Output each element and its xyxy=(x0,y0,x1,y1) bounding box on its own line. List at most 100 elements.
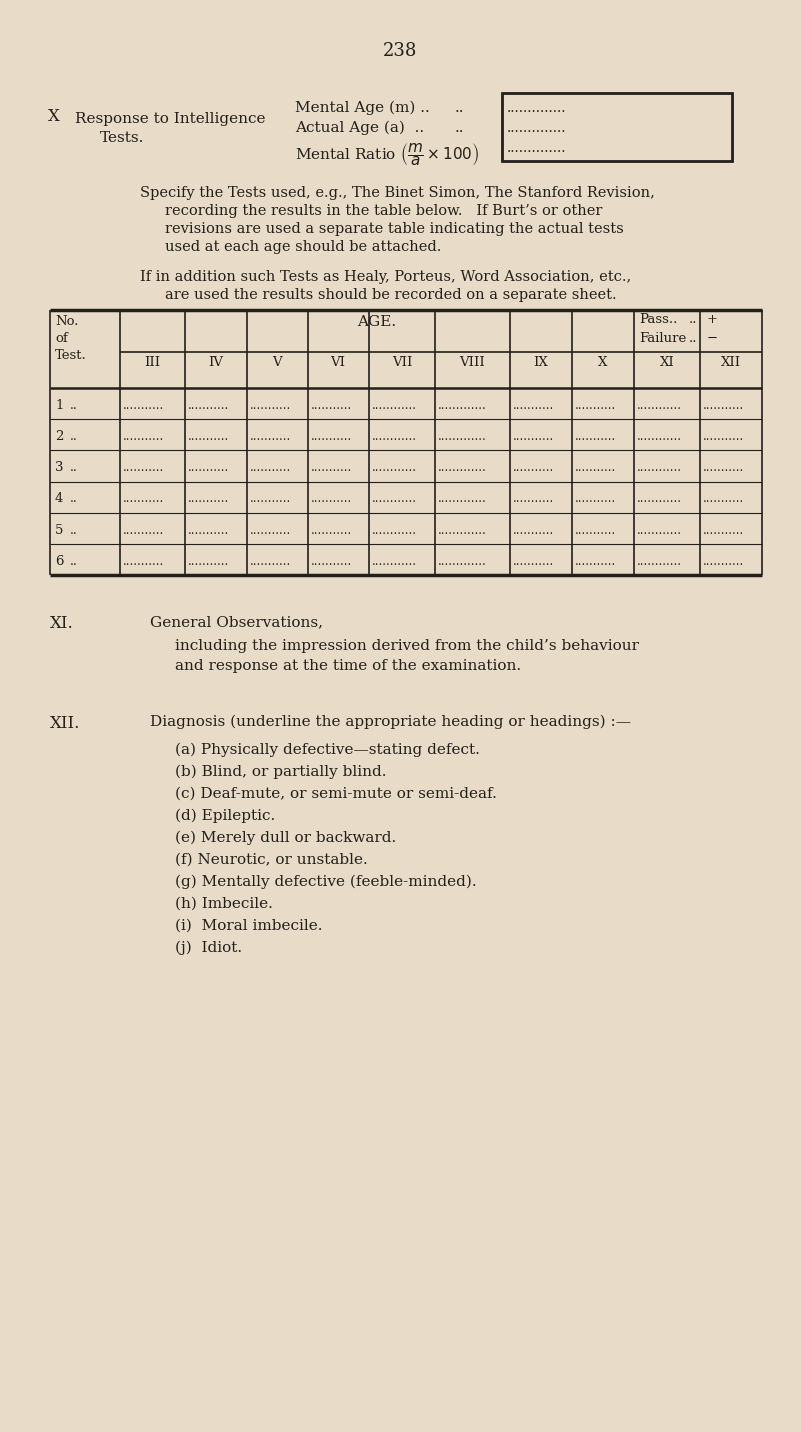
Text: ............: ............ xyxy=(372,524,417,537)
Text: ...........: ........... xyxy=(513,430,554,442)
Text: Actual Age (a)  ..: Actual Age (a) .. xyxy=(295,120,424,136)
Text: 1: 1 xyxy=(55,400,63,412)
Text: ..: .. xyxy=(689,332,698,345)
Text: Failure: Failure xyxy=(639,332,686,345)
Text: ...........: ........... xyxy=(513,554,554,567)
Text: V: V xyxy=(272,357,282,369)
Text: ...........: ........... xyxy=(250,461,292,474)
Text: ...........: ........... xyxy=(188,554,229,567)
Bar xyxy=(502,93,732,160)
Text: ............: ............ xyxy=(637,400,682,412)
Text: are used the results should be recorded on a separate sheet.: are used the results should be recorded … xyxy=(165,288,617,302)
Text: ............: ............ xyxy=(637,493,682,505)
Text: ...........: ........... xyxy=(575,493,616,505)
Text: +: + xyxy=(707,314,718,326)
Text: ..............: .............. xyxy=(507,120,566,135)
Text: ...........: ........... xyxy=(188,524,229,537)
Text: ............: ............ xyxy=(637,554,682,567)
Text: No.: No. xyxy=(55,315,78,328)
Text: VIII: VIII xyxy=(459,357,485,369)
Text: IV: IV xyxy=(208,357,223,369)
Text: ...........: ........... xyxy=(123,554,164,567)
Text: ..: .. xyxy=(70,554,78,567)
Text: .............: ............. xyxy=(438,400,487,412)
Text: ..: .. xyxy=(455,102,465,115)
Text: ............: ............ xyxy=(372,400,417,412)
Text: Diagnosis (underline the appropriate heading or headings) :—: Diagnosis (underline the appropriate hea… xyxy=(150,715,631,729)
Text: ...........: ........... xyxy=(188,400,229,412)
Text: ............: ............ xyxy=(372,554,417,567)
Text: ..: .. xyxy=(70,493,78,505)
Text: ...........: ........... xyxy=(123,524,164,537)
Text: ..............: .............. xyxy=(507,140,566,155)
Text: ...........: ........... xyxy=(575,461,616,474)
Text: revisions are used a separate table indicating the actual tests: revisions are used a separate table indi… xyxy=(165,222,624,236)
Text: ...........: ........... xyxy=(311,461,352,474)
Text: ...........: ........... xyxy=(250,554,292,567)
Text: ...........: ........... xyxy=(311,493,352,505)
Text: XII.: XII. xyxy=(50,715,80,732)
Text: ...........: ........... xyxy=(703,554,744,567)
Text: ............: ............ xyxy=(372,493,417,505)
Text: Pass..: Pass.. xyxy=(639,314,678,326)
Text: Tests.: Tests. xyxy=(100,130,144,145)
Text: ...........: ........... xyxy=(123,430,164,442)
Text: VI: VI xyxy=(331,357,345,369)
Text: ...........: ........... xyxy=(123,493,164,505)
Text: ...........: ........... xyxy=(703,524,744,537)
Text: Mental Age (m) ..: Mental Age (m) .. xyxy=(295,102,430,116)
Text: ............: ............ xyxy=(372,430,417,442)
Text: Test.: Test. xyxy=(55,349,87,362)
Text: ............: ............ xyxy=(372,461,417,474)
Text: .............: ............. xyxy=(438,461,487,474)
Text: .............: ............. xyxy=(438,554,487,567)
Text: ...........: ........... xyxy=(513,524,554,537)
Text: VII: VII xyxy=(392,357,413,369)
Text: ............: ............ xyxy=(637,430,682,442)
Text: ..: .. xyxy=(70,524,78,537)
Text: (j)  Idiot.: (j) Idiot. xyxy=(175,941,242,955)
Text: ...........: ........... xyxy=(513,461,554,474)
Text: (e) Merely dull or backward.: (e) Merely dull or backward. xyxy=(175,831,396,845)
Text: ...........: ........... xyxy=(513,493,554,505)
Text: ...........: ........... xyxy=(703,430,744,442)
Text: ...........: ........... xyxy=(311,430,352,442)
Text: of: of xyxy=(55,332,68,345)
Text: ...........: ........... xyxy=(575,554,616,567)
Text: Specify the Tests used, e.g., The Binet Simon, The Stanford Revision,: Specify the Tests used, e.g., The Binet … xyxy=(140,186,655,200)
Text: 3: 3 xyxy=(55,461,63,474)
Text: XI.: XI. xyxy=(50,614,74,632)
Text: .............: ............. xyxy=(438,493,487,505)
Text: ...........: ........... xyxy=(188,461,229,474)
Text: ............: ............ xyxy=(637,524,682,537)
Text: Mental Ratio $\left(\dfrac{m}{a} \times 100\right)$: Mental Ratio $\left(\dfrac{m}{a} \times … xyxy=(295,140,480,168)
Text: −: − xyxy=(707,332,718,345)
Text: ...........: ........... xyxy=(123,461,164,474)
Text: (h) Imbecile.: (h) Imbecile. xyxy=(175,896,273,911)
Text: X: X xyxy=(48,107,60,125)
Text: 4: 4 xyxy=(55,493,63,505)
Text: XI: XI xyxy=(660,357,674,369)
Text: IX: IX xyxy=(533,357,549,369)
Text: ...........: ........... xyxy=(188,430,229,442)
Text: XII: XII xyxy=(721,357,741,369)
Text: ...........: ........... xyxy=(250,524,292,537)
Text: ...........: ........... xyxy=(250,430,292,442)
Text: (c) Deaf-mute, or semi-mute or semi-deaf.: (c) Deaf-mute, or semi-mute or semi-deaf… xyxy=(175,788,497,800)
Text: ...........: ........... xyxy=(513,400,554,412)
Text: recording the results in the table below.   If Burt’s or other: recording the results in the table below… xyxy=(165,203,602,218)
Text: (b) Blind, or partially blind.: (b) Blind, or partially blind. xyxy=(175,765,387,779)
Text: (f) Neurotic, or unstable.: (f) Neurotic, or unstable. xyxy=(175,853,368,866)
Text: ...........: ........... xyxy=(575,400,616,412)
Text: (g) Mentally defective (feeble-minded).: (g) Mentally defective (feeble-minded). xyxy=(175,875,477,889)
Text: ..............: .............. xyxy=(507,102,566,115)
Text: ...........: ........... xyxy=(250,400,292,412)
Text: .............: ............. xyxy=(438,524,487,537)
Text: ..: .. xyxy=(455,120,465,135)
Text: used at each age should be attached.: used at each age should be attached. xyxy=(165,241,441,253)
Text: ...........: ........... xyxy=(575,430,616,442)
Text: ..: .. xyxy=(689,314,698,326)
Text: including the impression derived from the child’s behaviour: including the impression derived from th… xyxy=(175,639,639,653)
Text: AGE.: AGE. xyxy=(357,315,396,329)
Text: .............: ............. xyxy=(438,430,487,442)
